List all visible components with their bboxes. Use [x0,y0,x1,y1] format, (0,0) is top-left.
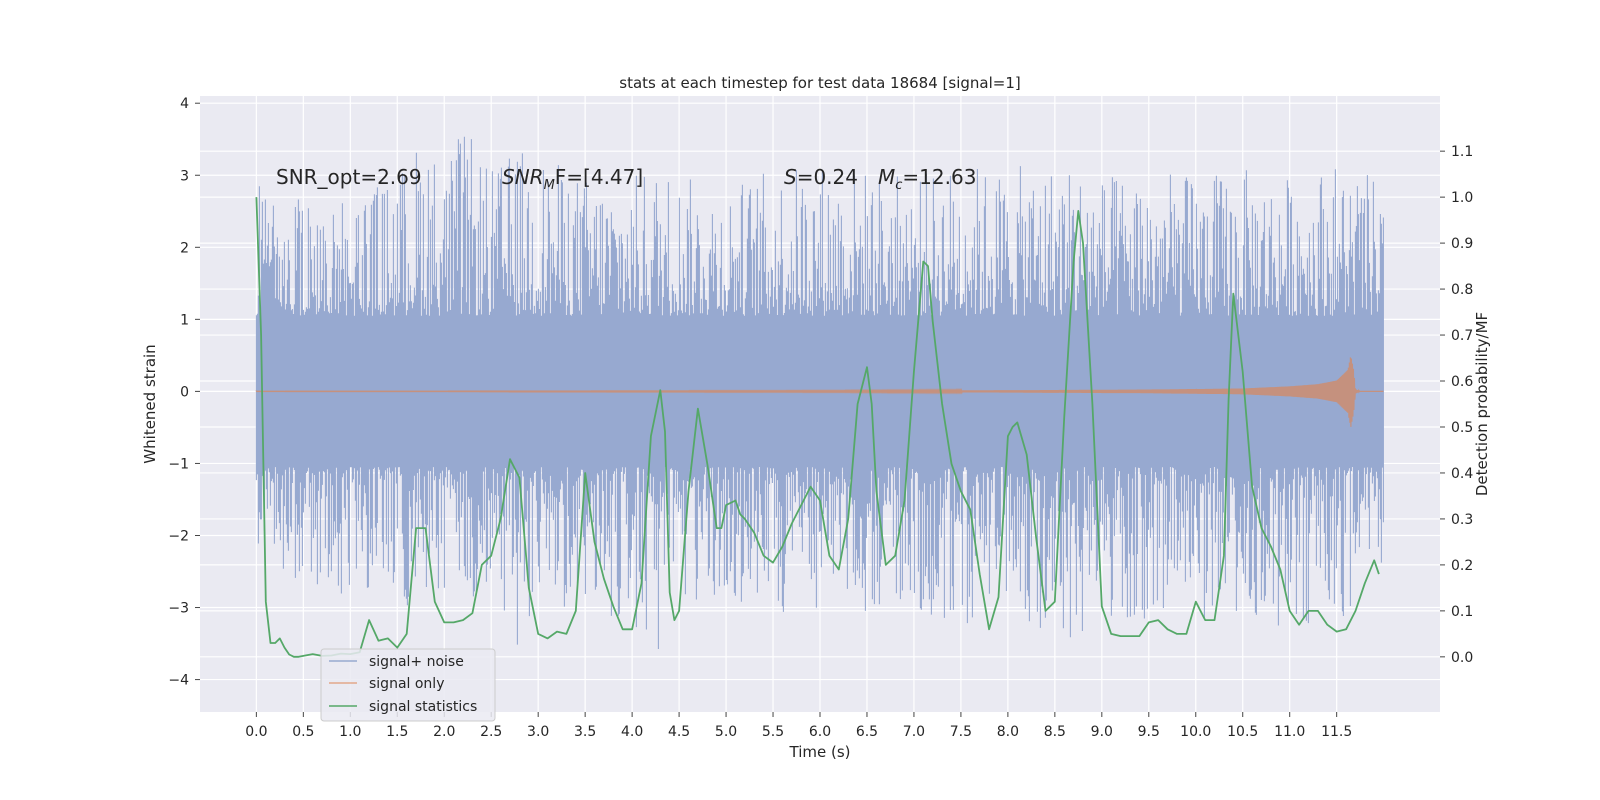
left-axis-ticks: 4 3 2 1 0 −1 −2 −3 −4 [168,96,200,689]
x-tick-label: 4.5 [668,724,690,740]
x-tick-label: 5.0 [715,724,737,740]
left-axis-label: Whitened strain [141,344,159,463]
x-tick-label: 10.0 [1180,724,1211,740]
left-tick-label: 3 [180,168,189,184]
mc-variable: M [878,165,895,189]
right-axis-label: Detection probability/MF [1473,312,1491,496]
right-tick-label: 0.9 [1451,236,1473,252]
legend-label-signal-noise: signal+ noise [369,654,464,670]
left-tick-label: −3 [168,601,189,617]
left-tick-label: 2 [180,240,189,256]
right-tick-label: 0.7 [1451,328,1473,344]
x-tick-label: 0.0 [245,724,267,740]
right-axis-ticks: 1.1 1.0 0.9 0.8 0.7 0.6 0.5 0.4 0.3 0.2 0.1 0.0 [1440,144,1473,666]
left-tick-label: −2 [168,528,189,544]
signal-only-line [255,357,1384,427]
signal-only-series [255,357,1384,427]
x-tick-label: 9.0 [1091,724,1113,740]
x-tick-label: 6.0 [809,724,831,740]
mc-value: =12.63 [902,165,976,189]
left-tick-label: 0 [180,384,189,400]
x-tick-label: 2.0 [433,724,455,740]
x-tick-label: 0.5 [292,724,314,740]
x-axis-label: Time (s) [789,743,851,761]
chart-title: stats at each timestep for test data 186… [619,74,1020,92]
right-tick-label: 0.4 [1451,466,1473,482]
right-tick-label: 0.6 [1451,374,1473,390]
right-tick-label: 1.0 [1451,190,1473,206]
right-tick-label: 0.3 [1451,512,1473,528]
x-tick-label: 9.5 [1138,724,1160,740]
annotation-s: S=0.24 [784,165,858,189]
x-tick-label: 8.5 [1044,724,1066,740]
s-variable: S [784,165,797,189]
signal-statistics-line [255,197,1380,658]
right-tick-label: 1.1 [1451,144,1473,160]
legend-label-signal-only: signal only [369,676,444,692]
legend-label-signal-statistics: signal statistics [369,699,477,715]
x-axis-ticks: 0.0 0.5 1.0 1.5 2.0 2.5 3.0 3.5 4.0 4.5 5.0 5.5 6.0 6… [245,712,1352,740]
snr-mf-subscript: M [544,178,555,193]
right-tick-label: 0.2 [1451,558,1473,574]
x-tick-label: 1.5 [386,724,408,740]
snr-mf-base: SNR [502,165,544,189]
x-tick-label: 5.5 [762,724,784,740]
x-tick-label: 11.0 [1274,724,1305,740]
right-tick-label: 0.1 [1451,604,1473,620]
x-tick-label: 1.0 [339,724,361,740]
legend: signal+ noise signal only signal statist… [320,648,496,722]
legend-box [320,648,496,722]
x-tick-label: 8.0 [997,724,1019,740]
annotation-mc: Mc=12.63 [878,165,976,193]
x-tick-label: 3.0 [527,724,549,740]
left-tick-label: −1 [168,456,189,472]
x-tick-label: 2.5 [480,724,502,740]
right-tick-label: 0.8 [1451,282,1473,298]
right-tick-label: 0.5 [1451,420,1473,436]
annotation-snr-opt: SNR_opt=2.69 [276,165,422,189]
left-tick-label: −4 [168,673,189,689]
x-tick-label: 11.5 [1321,724,1352,740]
snr-mf-value: F=[4.47] [555,165,643,189]
x-tick-label: 4.0 [621,724,643,740]
x-tick-label: 7.0 [903,724,925,740]
x-tick-label: 3.5 [574,724,596,740]
left-tick-label: 4 [180,96,189,112]
x-tick-label: 6.5 [856,724,878,740]
right-tick-label: 0.0 [1451,650,1473,666]
mc-subscript: c [895,178,902,193]
signal-statistics-series [255,197,1380,658]
s-value: =0.24 [797,165,858,189]
annotation-snr-mf: SNRMF=[4.47] [502,165,643,193]
x-tick-label: 10.5 [1227,724,1258,740]
left-tick-label: 1 [180,312,189,328]
x-tick-label: 7.5 [950,724,972,740]
